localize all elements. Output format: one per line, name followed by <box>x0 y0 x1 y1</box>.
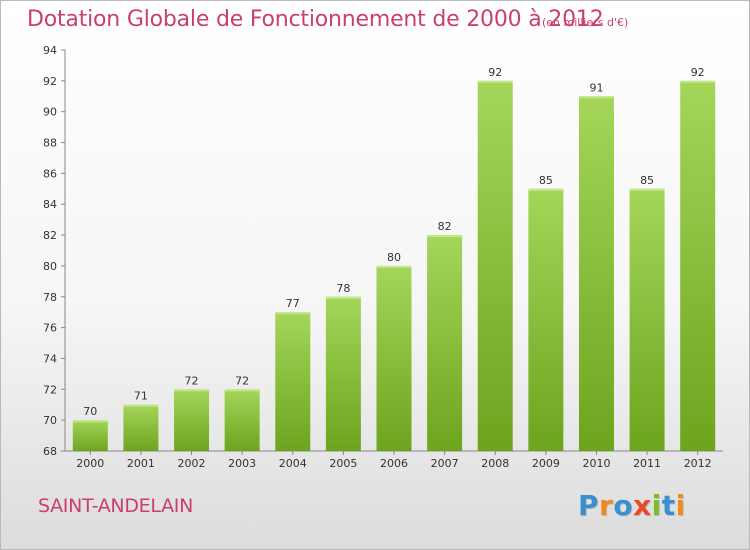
y-tick-label: 76 <box>43 322 57 335</box>
logo-letter: t <box>661 489 676 522</box>
bar-highlight-2003 <box>224 389 260 392</box>
y-tick-label: 94 <box>43 44 57 57</box>
bar-2009 <box>528 188 564 452</box>
bar-2002 <box>174 389 210 451</box>
y-tick-label: 86 <box>43 167 57 180</box>
data-label-2002: 72 <box>185 374 199 387</box>
x-tick-label-2005: 2005 <box>329 457 357 470</box>
bar-highlight-2004 <box>275 312 311 315</box>
chart-title: Dotation Globale de Fonctionnement de 20… <box>27 7 604 32</box>
bar-2006 <box>376 265 412 451</box>
bar-highlight-2002 <box>174 389 210 392</box>
bar-2000 <box>72 420 108 451</box>
y-tick-label: 90 <box>43 106 57 119</box>
x-tick-label-2004: 2004 <box>279 457 307 470</box>
x-tick-label-2012: 2012 <box>684 457 712 470</box>
data-label-2006: 80 <box>387 251 401 264</box>
logo-letter: i <box>651 489 662 522</box>
y-tick-label: 74 <box>43 352 57 365</box>
x-tick-label-2007: 2007 <box>431 457 459 470</box>
bar-2001 <box>123 404 159 451</box>
data-label-2008: 92 <box>488 66 502 79</box>
bar-2012 <box>680 80 716 451</box>
bar-2011 <box>629 188 665 452</box>
data-labels: 70 71 72 72 77 78 80 82 92 85 91 85 92 <box>83 66 704 418</box>
bar-highlight-2012 <box>680 80 716 83</box>
x-tick-label-2001: 2001 <box>127 457 155 470</box>
bar-highlight-2010 <box>578 96 614 99</box>
bar-highlight-2011 <box>629 188 665 191</box>
bar-2003 <box>224 389 260 451</box>
data-label-2012: 92 <box>691 66 705 79</box>
logo-letter: i <box>675 489 686 522</box>
y-tick-label: 72 <box>43 383 57 396</box>
y-tick-label: 68 <box>43 445 57 458</box>
bar-2004 <box>275 312 311 451</box>
proxiti-logo[interactable]: Proxiti <box>578 489 686 522</box>
y-tick-label: 88 <box>43 137 57 150</box>
data-label-2011: 85 <box>640 174 654 187</box>
data-label-2005: 78 <box>336 282 350 295</box>
x-tick-label-2000: 2000 <box>76 457 104 470</box>
bar-highlight-2009 <box>528 188 564 191</box>
logo-letter: P <box>578 489 600 522</box>
bar-highlight-2005 <box>325 296 361 299</box>
x-tick-label-2008: 2008 <box>481 457 509 470</box>
chart-subtitle: (en milliers d'€) <box>542 16 629 29</box>
y-tick-label: 70 <box>43 414 57 427</box>
commune-name: SAINT-ANDELAIN <box>38 495 194 517</box>
bar-highlight-2008 <box>477 80 513 83</box>
data-label-2010: 91 <box>589 81 603 94</box>
data-label-2001: 71 <box>134 390 148 403</box>
x-tick-label-2010: 2010 <box>582 457 610 470</box>
logo-letter: o <box>613 489 634 522</box>
x-tick-label-2006: 2006 <box>380 457 408 470</box>
x-tick-label-2002: 2002 <box>178 457 206 470</box>
logo-letter: x <box>633 489 652 522</box>
bar-2007 <box>427 235 463 451</box>
bars <box>72 80 716 452</box>
bar-2005 <box>325 296 361 451</box>
x-axis: 2000 2001 2002 2003 2004 2005 2006 2007 2008 2009… <box>65 450 723 470</box>
data-label-2000: 70 <box>83 405 97 418</box>
bar-highlight-2000 <box>72 420 108 423</box>
y-tick-label: 78 <box>43 291 57 304</box>
y-tick-label: 84 <box>43 198 57 211</box>
y-tick-label: 82 <box>43 229 57 242</box>
x-tick-label-2011: 2011 <box>633 457 661 470</box>
y-tick-label: 92 <box>43 75 57 88</box>
bar-highlight-2006 <box>376 265 412 268</box>
data-label-2009: 85 <box>539 174 553 187</box>
bar-2008 <box>477 80 513 451</box>
data-label-2007: 82 <box>438 220 452 233</box>
bar-2010 <box>578 96 614 452</box>
x-tick-label-2003: 2003 <box>228 457 256 470</box>
y-tick-label: 80 <box>43 260 57 273</box>
bar-highlight-2001 <box>123 404 159 407</box>
data-label-2003: 72 <box>235 374 249 387</box>
y-axis: 68 70 72 74 76 78 80 82 84 86 88 90 92 94 <box>43 44 66 458</box>
bar-highlight-2007 <box>427 235 463 238</box>
data-label-2004: 77 <box>286 297 300 310</box>
logo-letter: r <box>599 489 614 522</box>
x-tick-label-2009: 2009 <box>532 457 560 470</box>
